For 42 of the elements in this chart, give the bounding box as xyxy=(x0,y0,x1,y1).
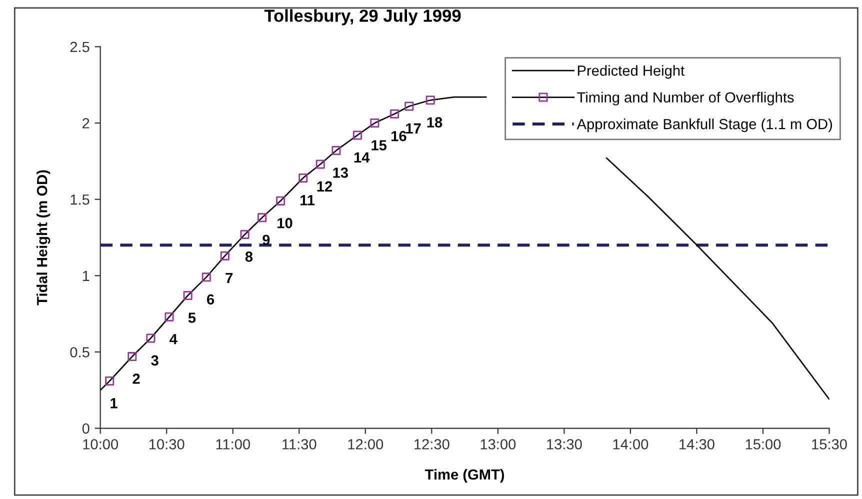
legend-label: Predicted Height xyxy=(578,65,684,79)
annotation: 8 xyxy=(245,252,253,262)
y-tick-label: 2.5 xyxy=(70,42,90,52)
annotation: 12 xyxy=(317,181,332,192)
legend-label: Approximate Bankfull Stage (1.1 m OD) xyxy=(576,118,832,132)
y-tick-label: 0 xyxy=(82,423,90,434)
x-tick-label: 14:00 xyxy=(613,439,648,450)
annotation: 17 xyxy=(406,123,421,134)
annotation: 11 xyxy=(300,195,315,206)
x-tick-label: 14:30 xyxy=(680,439,714,450)
x-tick-label: 13:30 xyxy=(547,439,582,450)
annotation: 14 xyxy=(354,152,370,162)
annotation: 7 xyxy=(226,273,232,284)
annotation: 3 xyxy=(151,355,158,366)
annotation: 1 xyxy=(110,398,118,408)
annotation: 4 xyxy=(170,334,178,344)
legend-label: Timing and Number of Overflights xyxy=(577,92,794,106)
x-tick-label: 10:00 xyxy=(83,439,118,450)
annotation: 5 xyxy=(188,312,196,323)
annotation: 15 xyxy=(372,140,387,150)
annotation: 18 xyxy=(427,117,442,128)
y-tick-label: 1.5 xyxy=(70,194,90,205)
x-tick-label: 12:30 xyxy=(414,439,450,450)
annotation: 13 xyxy=(333,168,348,178)
annotation: 10 xyxy=(278,218,292,228)
annotation: 6 xyxy=(207,294,214,305)
annotation: 9 xyxy=(262,234,270,246)
x-tick-label: 12:00 xyxy=(348,439,384,450)
x-tick-label: 10:30 xyxy=(149,439,184,450)
annotation: 16 xyxy=(392,130,406,142)
x-tick-label: 15:00 xyxy=(746,439,781,450)
chart-title: Tollesbury, 29 July 1999 xyxy=(264,9,461,26)
annotation: 2 xyxy=(132,374,140,384)
y-tick-label: 1 xyxy=(82,270,90,281)
y-tick-label: 0.5 xyxy=(70,347,90,358)
y-tick-label: 2 xyxy=(82,118,90,128)
x-tick-label: 11:30 xyxy=(282,439,316,450)
x-tick-label: 11:00 xyxy=(216,439,250,450)
y-axis-title: Tidal Height (m OD) xyxy=(36,170,50,306)
x-tick-label: 15:30 xyxy=(812,439,847,450)
x-tick-label: 13:00 xyxy=(480,439,516,450)
x-axis-title: Time (GMT) xyxy=(424,468,504,483)
